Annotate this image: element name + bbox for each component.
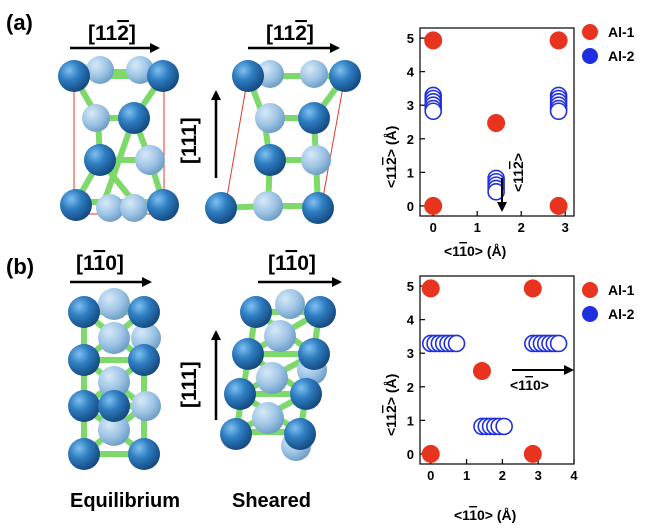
- structure-b-sheared: [110] [111]: [178, 252, 340, 461]
- panel-label-b: (b): [6, 254, 34, 279]
- x-axis-label: <110> (Å): [444, 243, 506, 259]
- y-tick-label: 2: [407, 132, 414, 147]
- y-axis-label: <112> (Å): [383, 374, 399, 436]
- data-point-al-1: [550, 31, 568, 49]
- data-point-al-1: [424, 197, 442, 215]
- legend-label-al2: Al-2: [608, 306, 635, 322]
- side-direction-label-b: [111]: [178, 361, 201, 408]
- x-tick-label: 3: [562, 220, 569, 235]
- front-atoms: [58, 60, 179, 221]
- legend-marker-al2: [582, 48, 598, 64]
- data-point-al-1: [524, 279, 542, 297]
- y-tick-label: 2: [407, 380, 414, 395]
- data-point-al-2: [425, 103, 441, 119]
- chart-a: 0 1 2 3 0 1 2 3 4 5 <110> (Å) <112> (Å) <112> Al…: [383, 24, 635, 259]
- structure-a-equilibrium: [112]: [58, 22, 179, 222]
- bond-network: [220, 76, 345, 208]
- shear-cell-edge: [224, 76, 248, 214]
- caption-equilibrium: Equilibrium: [70, 490, 180, 512]
- structure-a-sheared: [112] [111]: [178, 22, 361, 224]
- x-tick-label: 0: [430, 220, 437, 235]
- legend-label-al2: Al-2: [608, 48, 635, 64]
- direction-label-a2: [112]: [266, 22, 314, 45]
- direction-label-b2: [110]: [268, 252, 316, 275]
- y-tick-label: 1: [407, 413, 414, 428]
- x-tick-label: 4: [570, 468, 578, 483]
- y-tick-label: 0: [407, 199, 414, 214]
- legend-label-al1: Al-1: [608, 24, 635, 40]
- chart-b: 0 1 2 3 4 0 1 2 3 4 5 <110> (Å) <112> (Å) <110> A…: [383, 276, 635, 523]
- side-direction-label-a: [111]: [178, 117, 201, 164]
- structure-b-equilibrium: [110]: [68, 252, 161, 470]
- y-tick-label: 5: [407, 279, 414, 294]
- front-atoms: [205, 60, 361, 224]
- data-point-al-1: [424, 31, 442, 49]
- data-point-al-1: [524, 445, 542, 463]
- y-tick-label: 1: [407, 165, 414, 180]
- data-point-al-1: [550, 197, 568, 215]
- data-point-al-1: [473, 362, 491, 380]
- annotation-label-a: <112>: [510, 153, 526, 192]
- caption-sheared: Sheared: [232, 490, 311, 512]
- data-point-al-2: [551, 103, 567, 119]
- y-tick-label: 4: [407, 65, 415, 80]
- x-tick-label: 2: [499, 468, 506, 483]
- direction-label-b1: [110]: [76, 252, 124, 275]
- data-point-al-2: [551, 335, 567, 351]
- direction-label-a1: [112]: [88, 22, 136, 45]
- x-axis-label: <110> (Å): [454, 507, 516, 523]
- y-tick-label: 4: [407, 313, 415, 328]
- data-point-al-2: [496, 418, 512, 434]
- y-tick-label: 3: [407, 98, 414, 113]
- legend-marker-al1: [582, 282, 598, 298]
- legend-b: Al-1 Al-2: [582, 282, 635, 322]
- annotation-label-b: <110>: [510, 377, 549, 393]
- data-point-al-1: [422, 279, 440, 297]
- x-tick-label: 1: [463, 468, 470, 483]
- legend-a: Al-1 Al-2: [582, 24, 635, 64]
- legend-label-al1: Al-1: [608, 282, 635, 298]
- bond-network: [74, 72, 163, 202]
- y-tick-label: 3: [407, 346, 414, 361]
- legend-marker-al1: [582, 24, 598, 40]
- x-tick-label: 3: [535, 468, 542, 483]
- data-point-al-1: [422, 445, 440, 463]
- x-tick-label: 0: [427, 468, 434, 483]
- y-tick-label: 5: [407, 31, 414, 46]
- panel-label-a: (a): [6, 10, 33, 35]
- y-axis-label: <112> (Å): [383, 126, 399, 188]
- legend-marker-al2: [582, 306, 598, 322]
- x-tick-label: 1: [474, 220, 481, 235]
- x-tick-label: 2: [518, 220, 525, 235]
- data-point-al-1: [487, 114, 505, 132]
- data-point-al-2: [449, 335, 465, 351]
- y-tick-label: 0: [407, 447, 414, 462]
